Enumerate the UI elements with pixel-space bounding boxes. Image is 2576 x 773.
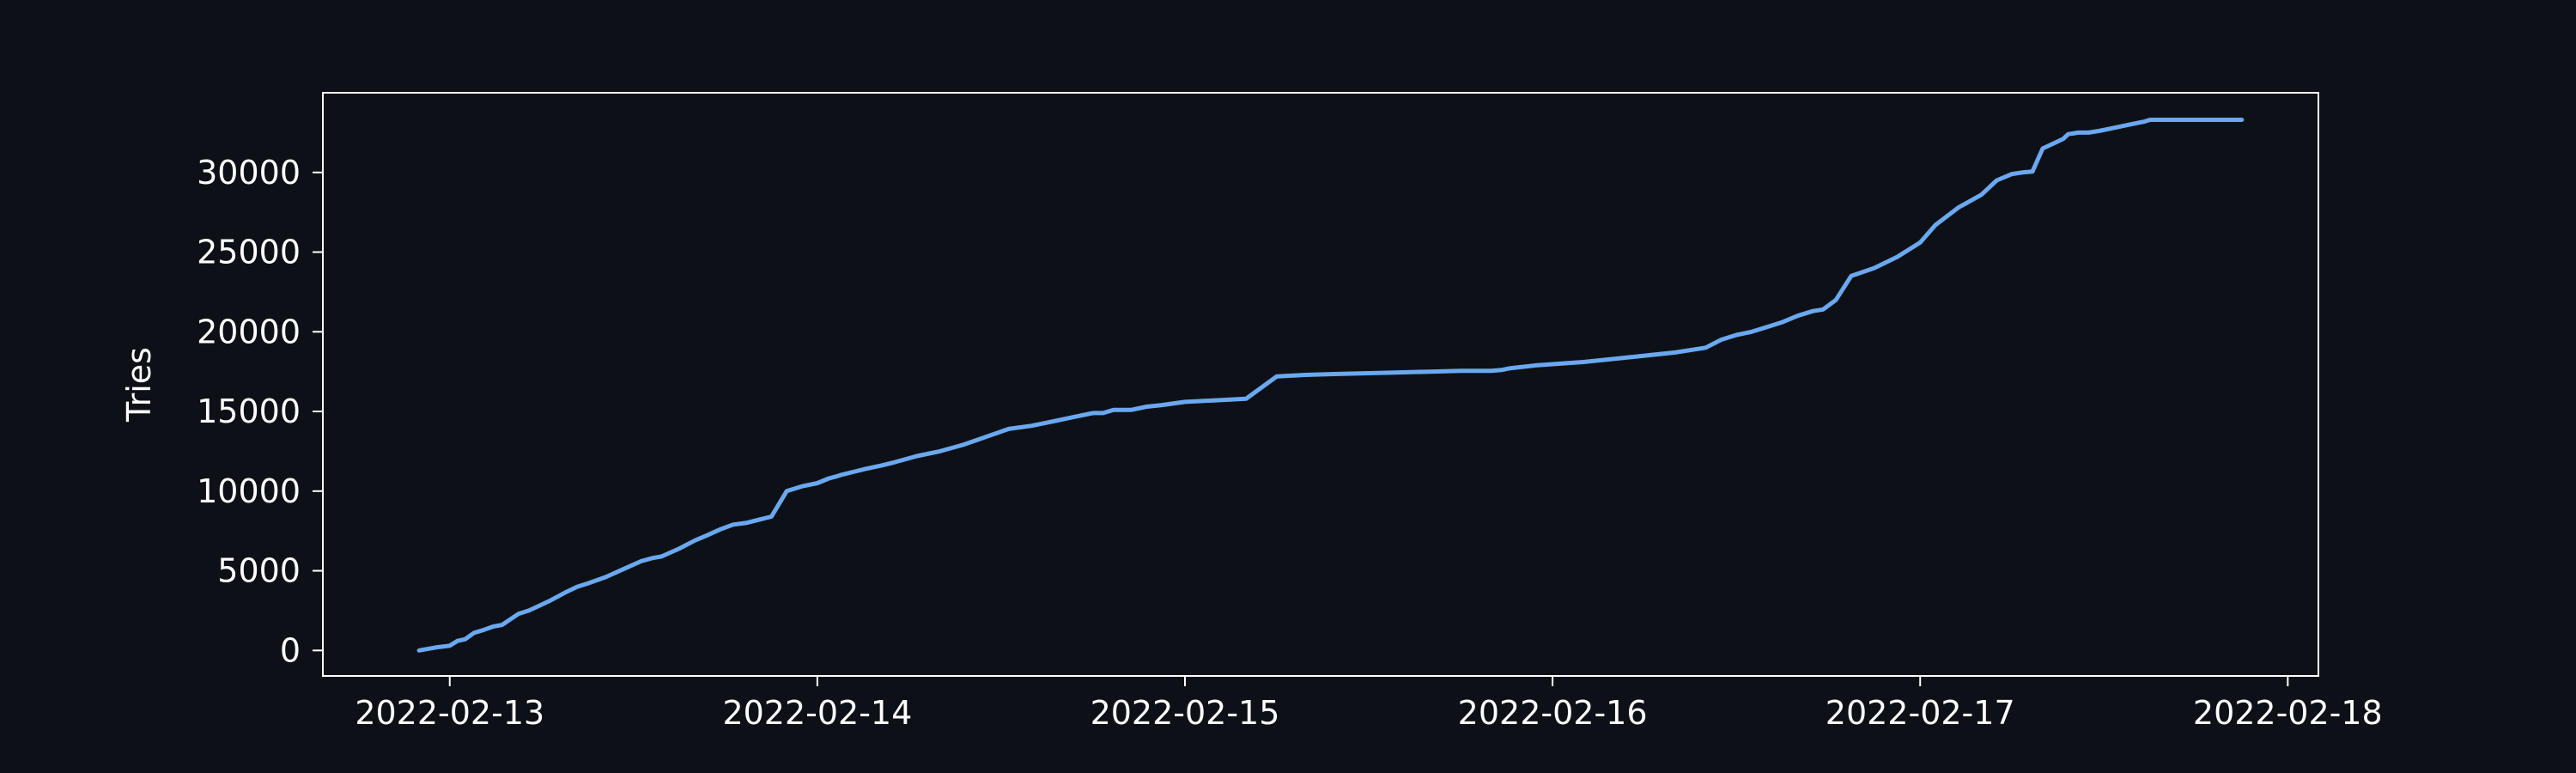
x-tick-label: 2022-02-16 xyxy=(1458,694,1648,732)
x-axis-ticks: 2022-02-13 2022-02-14 2022-02-15 2022-02-16… xyxy=(355,676,2383,732)
series-group xyxy=(416,118,2245,653)
x-tick-label: 2022-02-15 xyxy=(1091,694,1280,732)
series-line-0 xyxy=(416,118,2245,653)
y-tick-label: 0 xyxy=(280,631,301,669)
y-tick-label: 5000 xyxy=(217,552,301,590)
x-tick-label: 2022-02-14 xyxy=(722,694,912,732)
y-tick-label: 15000 xyxy=(197,393,301,430)
y-tick-label: 10000 xyxy=(197,472,301,510)
x-tick-label: 2022-02-17 xyxy=(1826,694,2015,732)
y-tick-label: 25000 xyxy=(197,234,301,271)
y-tick-label: 30000 xyxy=(197,154,301,192)
y-axis-label: Tries xyxy=(120,347,158,423)
x-tick-label: 2022-02-13 xyxy=(355,694,544,732)
plot-area xyxy=(322,92,2319,677)
y-axis-ticks: 0 5000 10000 15000 20000 25000 30000 xyxy=(197,154,323,669)
x-tick-label: 2022-02-18 xyxy=(2193,694,2383,732)
y-tick-label: 20000 xyxy=(197,313,301,350)
plot-frame xyxy=(322,92,2319,677)
